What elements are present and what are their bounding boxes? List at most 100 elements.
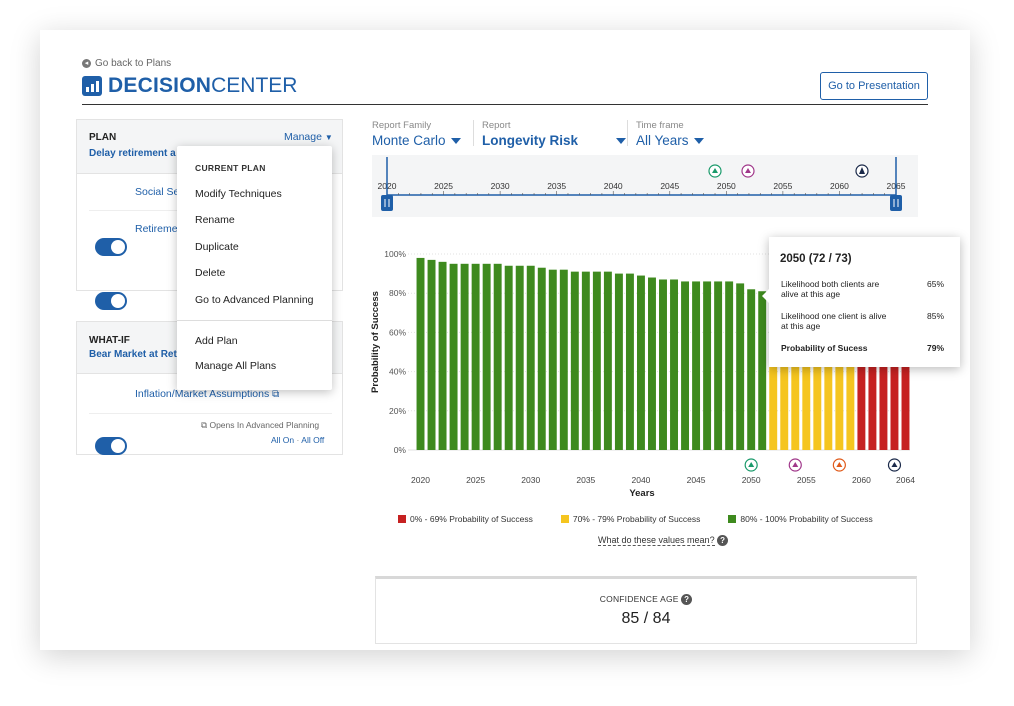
timeline-tick-label: 2050 [717, 181, 736, 191]
timeline-slider[interactable]: 2020202520302035204020452050205520602065 [372, 155, 918, 217]
y-axis-label: Probability of Success [370, 291, 381, 393]
bar-tooltip: 2050 (72 / 73) Likelihood both clients a… [762, 237, 960, 367]
bar-2054[interactable] [791, 299, 800, 450]
menu-item-duplicate[interactable]: Duplicate [195, 241, 239, 253]
bar-2034[interactable] [570, 271, 579, 450]
caret-down-icon [616, 138, 627, 145]
bar-2064[interactable] [901, 320, 910, 450]
menu-item-modify-techniques[interactable]: Modify Techniques [195, 188, 282, 200]
menu-item-advanced-planning[interactable]: Go to Advanced Planning [195, 294, 314, 306]
bar-2052[interactable] [769, 295, 778, 450]
tooltip-title: 2050 (72 / 73) [780, 253, 852, 265]
bar-2047[interactable] [714, 281, 723, 450]
menu-item-add-plan[interactable]: Add Plan [195, 335, 238, 347]
opens-note: ⧉ Opens In Advanced Planning [201, 420, 319, 431]
bar-2049[interactable] [736, 283, 745, 450]
bar-2050[interactable] [747, 289, 756, 450]
bar-2028[interactable] [504, 265, 513, 450]
bar-2045[interactable] [692, 281, 701, 450]
report-label: Report [482, 120, 511, 131]
report-select[interactable]: Report Longevity Risk [482, 120, 627, 148]
confidence-label-row: CONFIDENCE AGE ? [376, 594, 916, 606]
bar-2027[interactable] [493, 263, 502, 450]
x-tick-label: 2025 [466, 475, 485, 485]
bar-2053[interactable] [780, 297, 789, 450]
bar-2020[interactable] [416, 257, 425, 450]
bar-2039[interactable] [625, 273, 634, 450]
legend-swatch [560, 515, 569, 523]
bar-2026[interactable] [482, 263, 491, 450]
whatif-scenario[interactable]: Bear Market at Ret [89, 349, 177, 360]
bar-2031[interactable] [537, 267, 546, 450]
range-end-handle[interactable] [890, 195, 902, 211]
bar-2021[interactable] [427, 259, 436, 450]
timeline-background [372, 155, 918, 217]
confidence-label: CONFIDENCE AGE [599, 594, 679, 604]
plan-name[interactable]: Delay retirement a [89, 148, 176, 159]
inflation-market-link[interactable]: Inflation/Market Assumptions ⧉ [135, 388, 279, 400]
bar-2022[interactable] [438, 261, 447, 450]
bar-2032[interactable] [548, 269, 557, 450]
bar-2041[interactable] [648, 277, 656, 450]
bar-2033[interactable] [559, 269, 568, 450]
manage-dropdown[interactable]: Manage ▼ [284, 131, 333, 143]
menu-item-manage-all-plans[interactable]: Manage All Plans [195, 360, 277, 372]
bar-2023[interactable] [449, 263, 458, 450]
chart-legend: 0% - 69% Probability of Success 70% - 79… [398, 514, 873, 524]
help-icon[interactable]: ? [681, 594, 693, 606]
report-family-value: Monte Carlo [372, 133, 461, 148]
bar-2060[interactable] [857, 314, 866, 450]
timeframe-select[interactable]: Time frame All Years [636, 120, 704, 148]
toggle-social-security[interactable] [95, 238, 127, 256]
bar-2036[interactable] [592, 271, 601, 450]
header-divider [82, 104, 928, 105]
external-link-icon: ⧉ [201, 420, 208, 430]
external-link-icon: ⧉ [272, 389, 280, 400]
bar-2057[interactable] [824, 303, 833, 450]
menu-item-rename[interactable]: Rename [195, 214, 235, 226]
tooltip-row-both-value: 65% [927, 279, 945, 289]
bar-2040[interactable] [636, 275, 645, 450]
bar-2055[interactable] [802, 301, 811, 450]
bar-2030[interactable] [526, 265, 535, 450]
bar-2063[interactable] [890, 318, 899, 450]
bar-2062[interactable] [879, 316, 888, 450]
help-icon: ? [717, 535, 729, 547]
bar-2046[interactable] [703, 281, 712, 450]
all-off-link[interactable]: All Off [301, 435, 325, 445]
bar-2056[interactable] [813, 301, 822, 450]
range-start-handle[interactable] [381, 195, 393, 211]
bar-2037[interactable] [603, 271, 612, 450]
menu-divider [177, 320, 332, 321]
bar-2059[interactable] [846, 306, 855, 450]
bar-2044[interactable] [681, 281, 690, 450]
report-family-select[interactable]: Report Family Monte Carlo [372, 120, 461, 148]
all-on-link[interactable]: All On [271, 435, 295, 445]
go-to-presentation-button[interactable]: Go to Presentation [820, 72, 928, 100]
manage-menu: CURRENT PLAN Modify Techniques Rename Du… [177, 146, 332, 390]
values-help-link[interactable]: What do these values mean? ? [598, 535, 729, 547]
toggle-retirement[interactable] [95, 292, 127, 310]
arrow-left-icon: ◂ [82, 59, 91, 68]
bar-2061[interactable] [868, 316, 877, 450]
toggle-inflation-market[interactable] [95, 437, 127, 455]
back-link[interactable]: ◂ Go back to Plans [82, 58, 171, 69]
bar-2058[interactable] [835, 304, 844, 450]
timeframe-label: Time frame [636, 120, 684, 131]
bar-2025[interactable] [471, 263, 480, 450]
logo-bold: DECISION [108, 74, 212, 97]
bar-2029[interactable] [515, 265, 524, 450]
bar-2048[interactable] [725, 281, 734, 450]
manage-label: Manage [284, 131, 322, 143]
bar-2043[interactable] [670, 279, 678, 450]
tooltip-row-success-value: 79% [927, 343, 945, 353]
plan-title: PLAN [89, 132, 117, 143]
bar-2051[interactable] [758, 291, 767, 450]
selector-divider [627, 120, 628, 146]
bar-2038[interactable] [614, 273, 623, 450]
menu-item-delete[interactable]: Delete [195, 267, 226, 279]
bar-2042[interactable] [659, 279, 667, 450]
legend-label: 0% - 69% Probability of Success [410, 514, 533, 524]
bar-2024[interactable] [460, 263, 469, 450]
bar-2035[interactable] [581, 271, 590, 450]
